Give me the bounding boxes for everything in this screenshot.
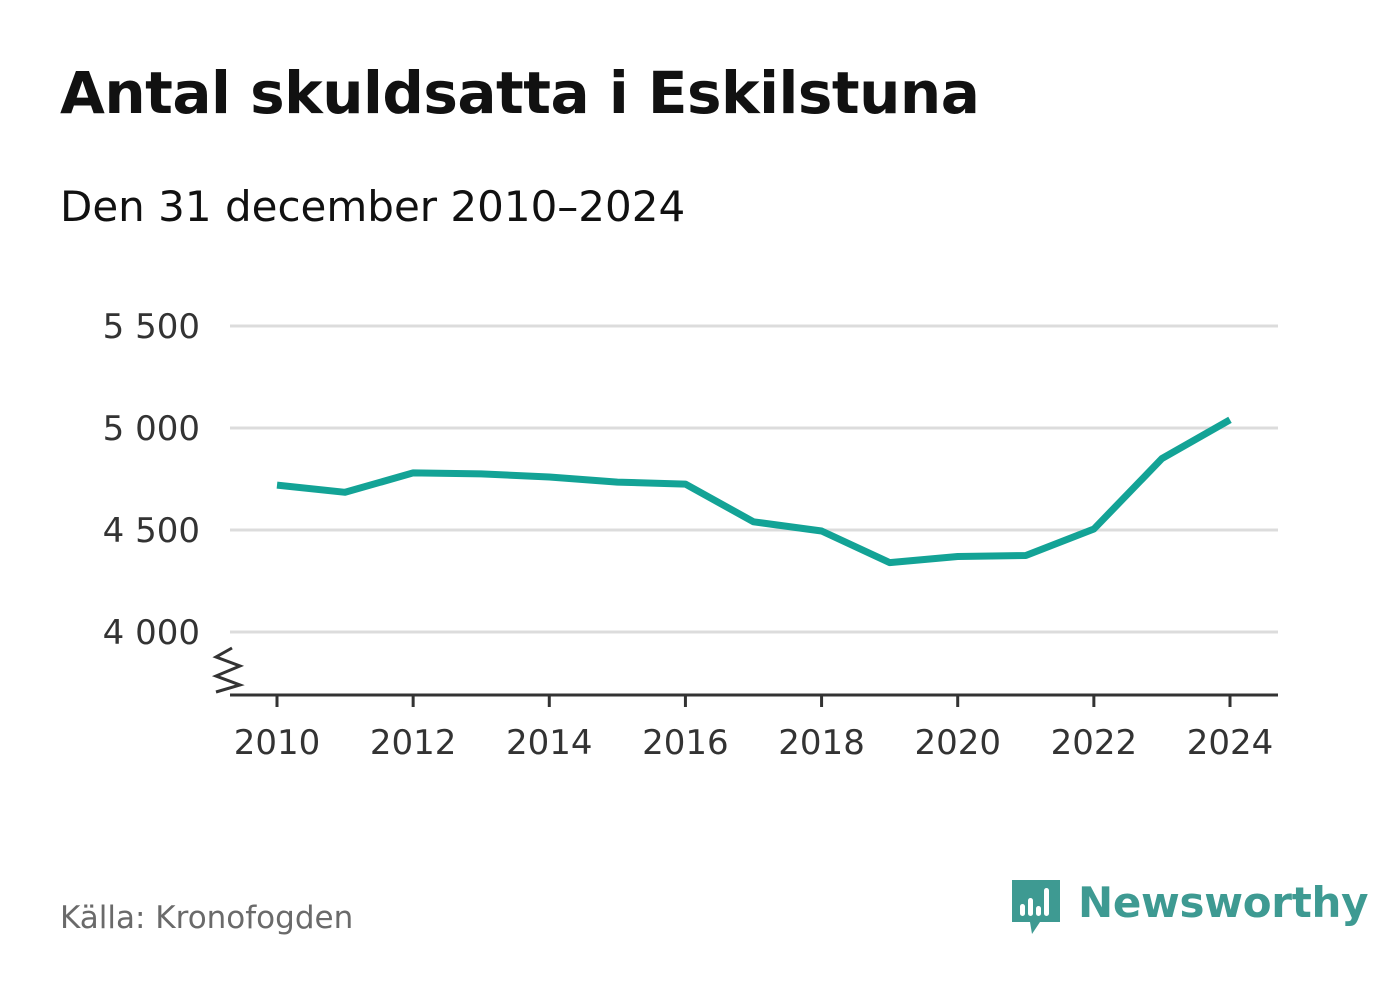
newsworthy-bar-chart-logo-icon [1012,880,1060,934]
y-tick-label: 4 000 [103,613,200,653]
y-tick-label: 5 000 [103,409,200,449]
series-layer [276,416,1232,567]
x-tick-label: 2012 [370,723,457,763]
chart-subtitle: Den 31 december 2010–2024 [60,182,686,231]
x-tick-label: 2010 [234,723,321,763]
gridlines [230,324,1278,634]
axes [211,646,1278,697]
x-tick-label: 2024 [1187,723,1274,763]
source-note: Källa: Kronofogden [60,900,354,936]
y-axis-break-icon [211,646,245,694]
x-tick-label: 2022 [1051,723,1138,763]
y-tick-label: 4 500 [103,511,200,551]
x-tick-label: 2014 [506,723,593,763]
x-tick-label: 2018 [778,723,865,763]
chart-title: Antal skuldsatta i Eskilstuna [60,59,980,127]
x-tick-label: 2016 [642,723,729,763]
y-tick-label: 5 500 [103,307,200,347]
x-tick-label: 2020 [914,723,1001,763]
brand-name: Newsworthy [1078,878,1369,927]
y-axis-tick-labels: 4 000 4 500 5 000 5 500 [103,307,200,653]
x-axis-ticks: 2010 2012 2014 2016 2018 2020 2022 2024 [234,695,1274,763]
series-line [276,416,1232,567]
